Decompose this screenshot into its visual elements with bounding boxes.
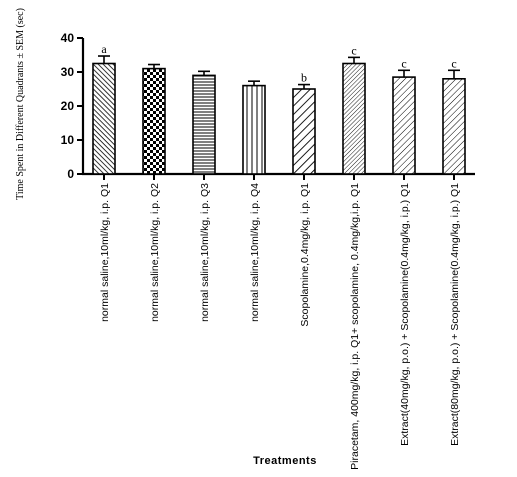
y-tick-label: 0 [67,167,74,181]
y-tick-label: 20 [61,99,75,113]
significance-label: b [301,71,307,85]
y-tick-label: 40 [61,31,75,45]
category-label: normal saline,10ml/kg, i.p. Q2 [149,183,161,322]
y-axis-label: Time Spent in Different Quadrants ± SEM … [15,8,26,200]
significance-label: c [451,56,456,70]
category-label: normal saline,10ml/kg, i.p. Q3 [199,183,211,322]
category-label: Piracetam, 400mg/kg, i.p. Q1+ scopolamin… [349,183,361,470]
category-label: normal saline,10ml/kg, i.p. Q4 [249,183,261,322]
y-tick-label: 30 [61,65,75,79]
category-label: normal saline,10ml/kg, i.p. Q1 [99,183,111,322]
bar [392,76,416,175]
bar [292,88,316,175]
bar [442,78,466,175]
category-label: Scopolamine,0.4mg/kg, i.p. Q1 [299,183,311,327]
bar [242,84,266,175]
y-tick-label: 10 [61,133,75,147]
bar [192,74,216,175]
category-labels: normal saline,10ml/kg, i.p. Q1 normal sal… [99,183,461,470]
x-axis-label: Treatments [253,455,317,467]
significance-label: c [401,56,406,70]
category-label: Extract(80mg/kg, p.o.) + Scopolamine(0.4… [449,183,461,446]
bar [342,62,366,175]
bar [142,67,166,175]
category-label: Extract(40mg/kg, p.o.) + Scopolamine(0.4… [399,183,411,446]
significance-label: a [101,42,107,56]
significance-label: c [351,43,356,57]
bars: a b c c c [92,42,466,175]
bar [92,62,116,175]
